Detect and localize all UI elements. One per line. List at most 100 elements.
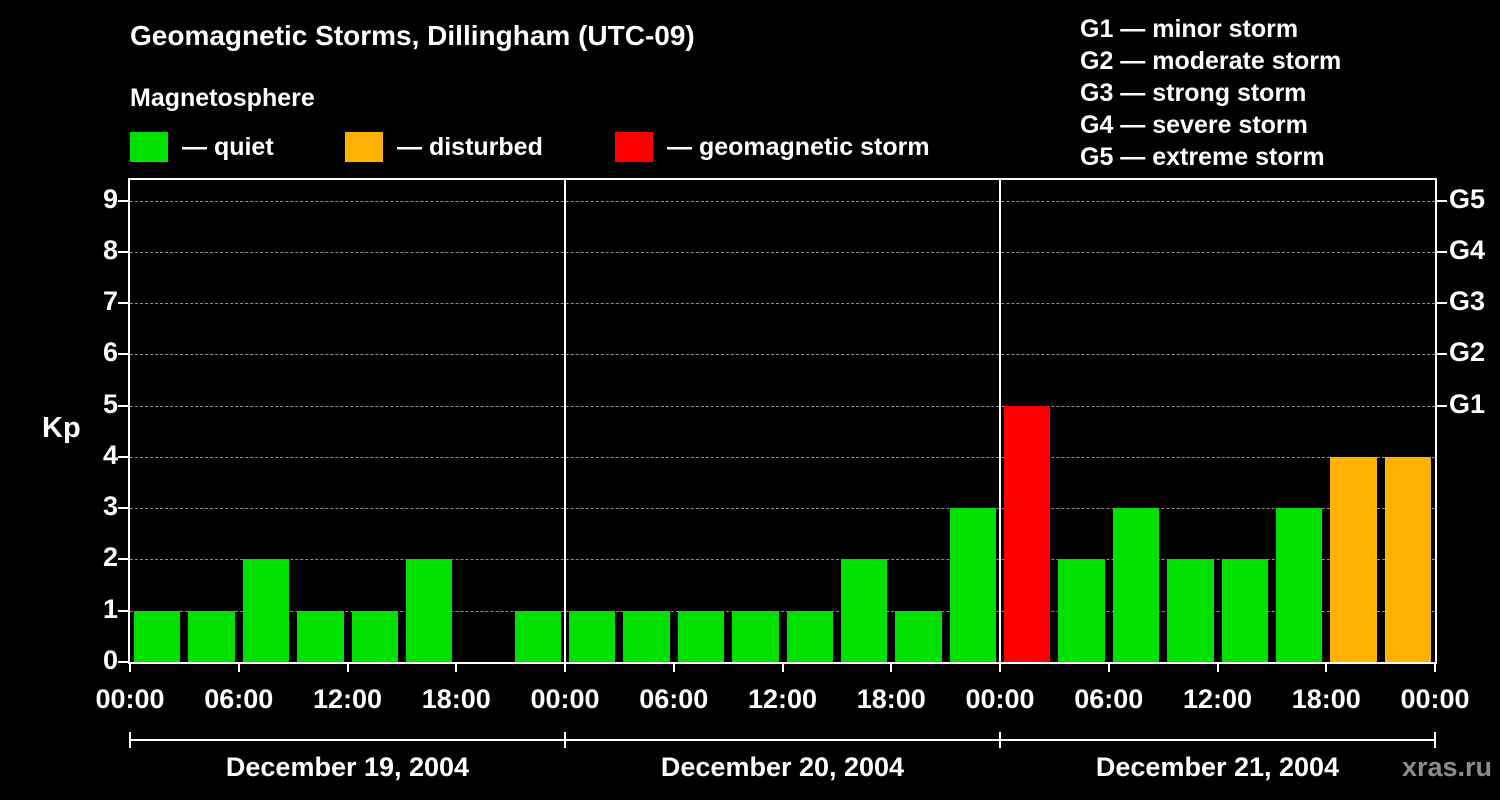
y-tick bbox=[118, 609, 130, 612]
x-tick-label: 00:00 bbox=[1400, 684, 1470, 714]
kp-bar bbox=[623, 610, 670, 662]
g2-legend-line: G2 — moderate storm bbox=[1080, 47, 1342, 75]
g-tick bbox=[1435, 353, 1447, 356]
kp-bar bbox=[1384, 456, 1431, 662]
x-tick bbox=[346, 662, 349, 672]
date-axis-line bbox=[130, 739, 1435, 741]
kp-bar bbox=[514, 610, 561, 662]
g5-legend-line: G5 — extreme storm bbox=[1080, 143, 1325, 171]
date-label-day3: December 21, 2004 bbox=[1095, 752, 1340, 782]
x-tick bbox=[781, 662, 784, 672]
y-tick-label: 2 bbox=[102, 542, 118, 573]
kp-bar bbox=[1004, 405, 1051, 662]
gridline bbox=[130, 303, 1435, 305]
y-tick bbox=[118, 199, 130, 202]
y-tick-label: 5 bbox=[102, 388, 118, 419]
legend-label-disturbed: — disturbed bbox=[397, 132, 543, 161]
kp-bar bbox=[134, 610, 181, 662]
g-axis-label: G2 bbox=[1449, 337, 1486, 368]
x-tick-label: 18:00 bbox=[856, 684, 926, 714]
kp-bar bbox=[895, 610, 942, 662]
x-tick bbox=[890, 662, 893, 672]
x-tick-label: 00:00 bbox=[95, 684, 165, 714]
legend-label-quiet: — quiet bbox=[182, 132, 274, 161]
kp-bar bbox=[840, 559, 888, 662]
y-tick bbox=[118, 353, 130, 356]
gridline bbox=[130, 456, 1435, 458]
x-tick-label: 06:00 bbox=[639, 684, 709, 714]
x-tick bbox=[455, 662, 458, 672]
kp-bar bbox=[1058, 559, 1105, 662]
x-tick bbox=[129, 662, 131, 672]
g3-legend-line: G3 — strong storm bbox=[1080, 79, 1307, 107]
x-tick-label: 12:00 bbox=[747, 684, 818, 714]
y-tick-label: 7 bbox=[102, 286, 118, 317]
x-tick bbox=[999, 662, 1001, 672]
g-tick bbox=[1435, 199, 1447, 202]
x-tick bbox=[1107, 662, 1110, 672]
x-tick-label: 00:00 bbox=[965, 684, 1035, 714]
watermark: xras.ru bbox=[1401, 752, 1492, 782]
g4-legend-line: G4 — severe storm bbox=[1080, 111, 1308, 139]
x-tick bbox=[564, 662, 566, 672]
y-tick-label: 1 bbox=[102, 593, 118, 624]
x-tick bbox=[237, 662, 240, 672]
gridline bbox=[130, 508, 1435, 510]
legend-item-storm: — geomagnetic storm bbox=[615, 132, 930, 162]
quiet-swatch-icon bbox=[130, 132, 168, 162]
gridline bbox=[130, 354, 1435, 356]
g-axis-label: G1 bbox=[1449, 388, 1486, 419]
kp-bar bbox=[732, 610, 779, 662]
x-tick bbox=[1325, 662, 1328, 672]
g-axis-label: G4 bbox=[1449, 234, 1486, 265]
g-tick bbox=[1435, 302, 1447, 305]
date-axis-tick bbox=[999, 732, 1001, 748]
kp-bar bbox=[1221, 559, 1268, 662]
date-label-day1: December 19, 2004 bbox=[225, 752, 470, 782]
date-axis-tick bbox=[564, 732, 566, 748]
x-tick-label: 12:00 bbox=[312, 684, 383, 714]
g-tick bbox=[1435, 250, 1447, 253]
x-tick-label: 18:00 bbox=[421, 684, 491, 714]
kp-bar bbox=[405, 559, 453, 662]
x-tick-label: 12:00 bbox=[1182, 684, 1253, 714]
legend-label-storm: — geomagnetic storm bbox=[667, 132, 930, 161]
y-axis-title: Kp bbox=[42, 412, 81, 444]
y-tick bbox=[118, 404, 130, 407]
chart-title: Geomagnetic Storms, Dillingham (UTC-09) bbox=[130, 20, 695, 51]
x-tick bbox=[1216, 662, 1219, 672]
y-tick-label: 9 bbox=[102, 183, 118, 214]
kp-bar bbox=[1167, 559, 1214, 662]
y-tick-label: 3 bbox=[102, 491, 118, 522]
kp-bar bbox=[242, 559, 290, 662]
kp-bar bbox=[949, 508, 996, 662]
x-tick bbox=[672, 662, 675, 672]
x-tick-label: 06:00 bbox=[1074, 684, 1144, 714]
y-tick bbox=[118, 661, 130, 663]
date-label-day2: December 20, 2004 bbox=[660, 752, 905, 782]
y-tick bbox=[118, 250, 130, 253]
kp-bar bbox=[188, 610, 235, 662]
x-tick-label: 18:00 bbox=[1291, 684, 1361, 714]
kp-bar bbox=[1330, 456, 1377, 662]
day-separator-line bbox=[999, 180, 1001, 662]
kp-bar bbox=[786, 610, 833, 662]
chart-subtitle: Magnetosphere bbox=[130, 84, 315, 112]
disturbed-swatch-icon bbox=[345, 132, 383, 162]
gridline bbox=[130, 405, 1435, 407]
y-tick bbox=[118, 507, 130, 510]
y-tick bbox=[118, 455, 130, 458]
kp-bar bbox=[1112, 508, 1160, 662]
y-tick bbox=[118, 302, 130, 305]
gridline bbox=[130, 559, 1435, 561]
y-tick-label: 8 bbox=[102, 234, 118, 265]
y-tick-label: 4 bbox=[102, 439, 118, 470]
date-axis-tick bbox=[1434, 732, 1436, 748]
kp-bar bbox=[677, 610, 725, 662]
kp-bar bbox=[569, 610, 616, 662]
legend-item-disturbed: — disturbed bbox=[345, 132, 543, 162]
kp-bar bbox=[297, 610, 344, 662]
kp-bar bbox=[1275, 508, 1323, 662]
kp-bar bbox=[351, 610, 398, 662]
